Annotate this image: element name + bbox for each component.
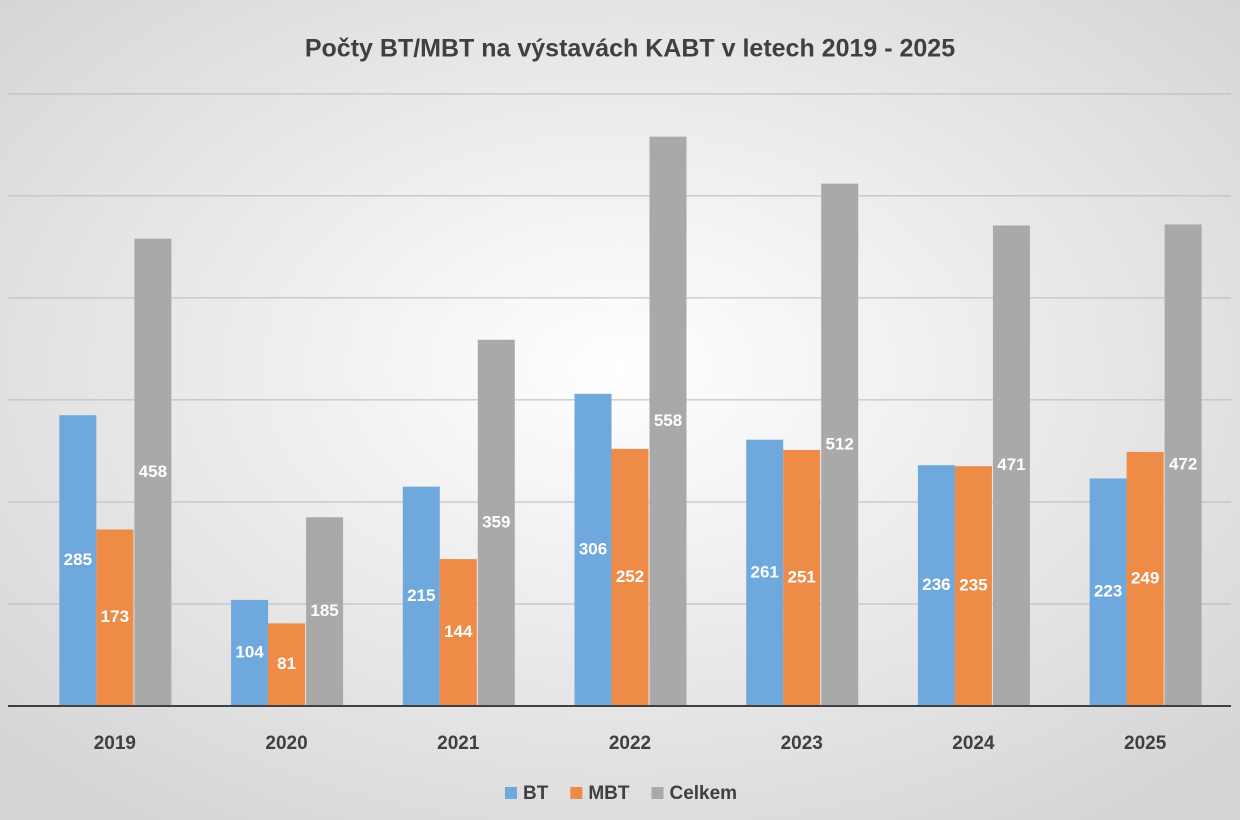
data-label: 306 [579, 539, 607, 558]
legend-label: MBT [588, 783, 630, 804]
data-label: 144 [444, 622, 473, 641]
bar [746, 439, 784, 706]
legend-swatch [570, 787, 583, 799]
legend-label: Celkem [669, 783, 737, 804]
bar [783, 449, 821, 706]
bar [231, 599, 269, 706]
bar [574, 393, 612, 706]
data-label: 185 [310, 601, 338, 620]
data-label: 81 [277, 654, 296, 673]
data-label: 285 [64, 550, 92, 569]
data-label: 251 [788, 567, 816, 586]
legend-label: BT [523, 783, 549, 804]
data-label: 458 [139, 462, 167, 481]
x-tick-label: 2021 [437, 733, 480, 754]
x-tick-label: 2024 [952, 733, 995, 754]
x-tick-label: 2022 [609, 733, 651, 754]
bar [1164, 224, 1202, 706]
bar [96, 529, 134, 706]
x-tick-label: 2019 [94, 733, 136, 754]
bar [134, 238, 172, 706]
bar [439, 559, 477, 706]
bar [402, 486, 440, 706]
data-label: 173 [101, 607, 129, 626]
bar [611, 448, 649, 706]
bar [954, 466, 992, 706]
data-label: 223 [1094, 582, 1122, 601]
x-tick-label: 2025 [1124, 733, 1167, 754]
bar [268, 623, 306, 706]
data-label: 558 [654, 411, 682, 430]
x-tick-label: 2023 [781, 733, 823, 754]
data-label: 249 [1131, 568, 1159, 587]
data-label: 236 [922, 575, 950, 594]
bar [992, 225, 1030, 706]
bar [306, 517, 344, 706]
data-label: 104 [235, 642, 264, 661]
legend-swatch [651, 787, 664, 799]
chart-title: Počty BT/MBT na výstavách KABT v letech … [305, 35, 955, 63]
bar [1126, 451, 1164, 706]
bar [821, 183, 859, 707]
bar [59, 415, 97, 706]
data-label: 359 [482, 512, 510, 531]
data-label: 235 [959, 576, 987, 595]
legend-swatch [505, 787, 517, 799]
data-label: 512 [826, 434, 854, 453]
bar [649, 136, 687, 707]
data-label: 261 [751, 562, 779, 581]
bar [1089, 478, 1127, 706]
bar [917, 465, 955, 706]
data-label: 472 [1169, 455, 1197, 474]
x-tick-label: 2020 [265, 733, 307, 754]
data-label: 252 [616, 567, 644, 586]
bar [477, 339, 515, 706]
data-label: 471 [997, 455, 1025, 474]
data-label: 215 [407, 586, 435, 605]
